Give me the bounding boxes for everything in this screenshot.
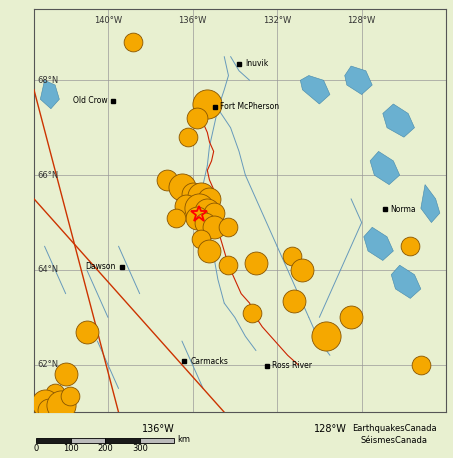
Text: Norma: Norma — [390, 205, 416, 214]
Point — [225, 262, 232, 269]
Point — [185, 134, 192, 141]
Text: Fort McPherson: Fort McPherson — [221, 102, 280, 111]
Point — [198, 193, 205, 200]
Text: Ross River: Ross River — [272, 361, 313, 370]
Text: Old Crow: Old Crow — [72, 96, 107, 105]
Point — [130, 38, 137, 46]
Text: 128°W: 128°W — [314, 424, 347, 434]
Point — [206, 195, 213, 202]
Point — [52, 390, 59, 397]
Text: SéismesCanada: SéismesCanada — [361, 436, 428, 445]
Bar — [36, 438, 71, 443]
Text: 62°N: 62°N — [37, 360, 58, 369]
Text: 66°N: 66°N — [37, 171, 58, 180]
Text: 132°W: 132°W — [263, 16, 291, 25]
Point — [407, 243, 414, 250]
Text: 128°W: 128°W — [347, 16, 376, 25]
Point — [193, 114, 200, 122]
Point — [45, 406, 53, 414]
Point — [225, 224, 232, 231]
Point — [210, 224, 217, 231]
Point — [417, 361, 424, 368]
Point — [195, 205, 202, 212]
Polygon shape — [300, 76, 330, 104]
Text: 68°N: 68°N — [37, 76, 58, 85]
Bar — [105, 438, 140, 443]
Text: EarthquakesCanada: EarthquakesCanada — [352, 424, 436, 433]
Point — [206, 247, 213, 255]
Point — [204, 100, 211, 108]
Polygon shape — [421, 185, 440, 223]
Point — [198, 235, 205, 243]
Point — [322, 333, 329, 340]
Point — [58, 401, 65, 409]
Point — [66, 392, 73, 399]
Text: Inuvik: Inuvik — [245, 59, 268, 68]
Polygon shape — [391, 265, 421, 299]
Text: 136°W: 136°W — [142, 424, 175, 434]
Text: 100: 100 — [63, 444, 79, 453]
Text: 200: 200 — [97, 444, 113, 453]
Polygon shape — [383, 104, 414, 137]
Polygon shape — [364, 227, 393, 261]
Point — [210, 209, 217, 217]
Text: 64°N: 64°N — [37, 266, 58, 274]
Text: 136°W: 136°W — [178, 16, 207, 25]
Bar — [71, 438, 105, 443]
Text: 300: 300 — [132, 444, 148, 453]
Point — [83, 328, 91, 335]
Text: 140°W: 140°W — [94, 16, 122, 25]
Point — [41, 399, 48, 406]
Point — [164, 176, 171, 184]
Point — [62, 371, 69, 378]
Point — [172, 214, 179, 222]
Polygon shape — [370, 152, 400, 185]
Text: Carmacks: Carmacks — [190, 357, 228, 366]
Point — [202, 219, 209, 226]
Point — [252, 259, 260, 267]
Point — [288, 252, 295, 259]
Point — [178, 183, 186, 191]
Point — [347, 314, 355, 321]
Text: 0: 0 — [34, 444, 39, 453]
Point — [183, 202, 190, 210]
Point — [248, 309, 255, 316]
Point — [299, 266, 306, 273]
Point — [189, 191, 196, 198]
Text: Dawson: Dawson — [86, 262, 116, 271]
Bar — [140, 438, 174, 443]
Point — [193, 214, 200, 222]
Point — [204, 207, 211, 214]
Polygon shape — [345, 66, 372, 94]
Text: km: km — [177, 436, 190, 444]
Polygon shape — [40, 80, 59, 109]
Point — [290, 297, 298, 305]
